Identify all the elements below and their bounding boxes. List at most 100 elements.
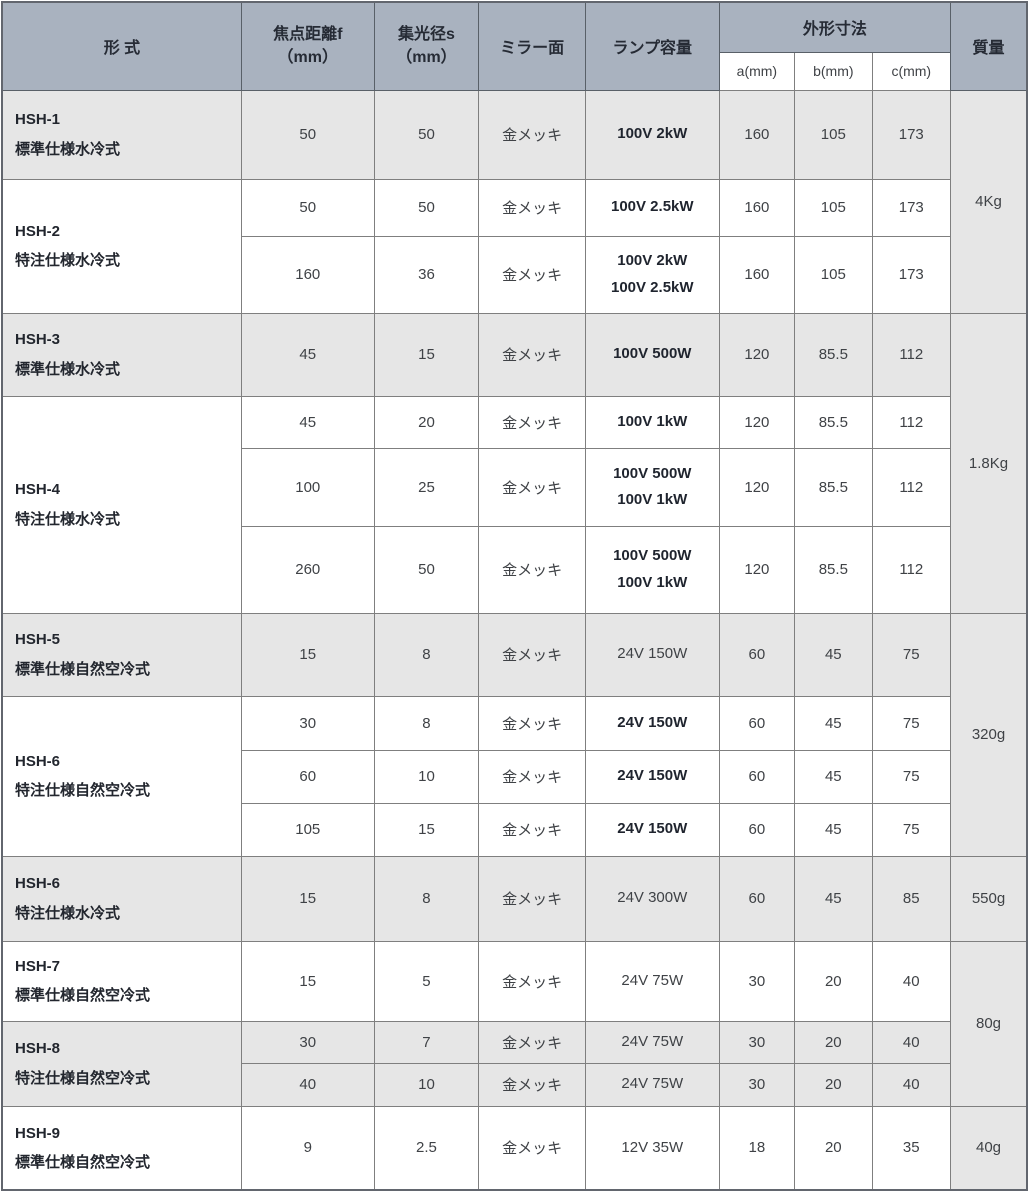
- header-mirror: ミラー面: [478, 1, 586, 91]
- model-type: 標準仕様自然空冷式: [15, 660, 151, 678]
- mirror-cell: 金メッキ: [478, 312, 586, 397]
- lamp-cell: 24V 150W: [584, 612, 720, 697]
- mass-cell: 1.8Kg: [950, 312, 1028, 614]
- dim-c-cell: 75: [871, 749, 952, 804]
- dim-a-cell: 120: [718, 312, 796, 397]
- table-row: HSH-6 特注仕様自然空冷式 30 8 金メッキ 24V 150W 60 45 …: [1, 695, 1027, 857]
- model-type: 標準仕様自然空冷式: [15, 1153, 151, 1171]
- mirror-cell: 金メッキ: [478, 1020, 586, 1064]
- lamp-cell: 24V 300W: [584, 855, 720, 942]
- lamp-line2: 100V 2.5kW: [610, 278, 694, 296]
- dim-a-cell: 30: [718, 1062, 796, 1107]
- lamp-line1: 24V 75W: [621, 1075, 684, 1093]
- dim-a-cell: 120: [718, 395, 796, 449]
- dim-a-cell: 60: [718, 749, 796, 804]
- dim-c-cell: 40: [871, 1020, 952, 1064]
- lamp-cell: 24V 150W: [584, 749, 720, 804]
- dim-b-cell: 105: [794, 89, 873, 180]
- model-type: 特注仕様自然空冷式: [15, 782, 151, 799]
- model-cell: HSH-1 標準仕様水冷式: [1, 89, 242, 180]
- model-type: 標準仕様水冷式: [15, 360, 121, 378]
- mirror-cell: 金メッキ: [478, 1062, 586, 1107]
- dim-a-cell: 18: [718, 1105, 796, 1191]
- lamp-cell: 24V 150W: [584, 802, 720, 857]
- dim-c-cell: 75: [871, 695, 952, 751]
- dim-b-cell: 20: [794, 1105, 873, 1191]
- spot-cell: 5: [373, 940, 480, 1022]
- dim-c-cell: 40: [871, 940, 952, 1022]
- dim-c-cell: 173: [871, 89, 952, 180]
- lamp-line1: 24V 75W: [621, 1032, 684, 1050]
- lamp-cell: 100V 500W 100V 1kW: [584, 447, 720, 527]
- table-row: 40 10 金メッキ 24V 75W 30 20 40: [2, 1062, 1027, 1107]
- dim-a-cell: 30: [718, 1020, 796, 1064]
- table-row: HSH-3 標準仕様水冷式 45 15 金メッキ 100V 500W 120 85…: [1, 312, 1028, 614]
- dim-b-cell: 45: [794, 749, 873, 804]
- focal-cell: 30: [240, 1020, 375, 1064]
- model-cell: HSH-9 標準仕様自然空冷式: [1, 1105, 242, 1191]
- focal-cell: 40: [240, 1062, 375, 1107]
- model-name: HSH-6: [15, 752, 61, 770]
- spot-cell: 25: [373, 447, 480, 527]
- dim-c-cell: 112: [871, 312, 952, 397]
- focal-cell: 9: [240, 1105, 375, 1191]
- spot-cell: 8: [373, 855, 480, 942]
- mass-cell: 4Kg: [950, 89, 1028, 314]
- spot-cell: 20: [373, 395, 480, 449]
- mass-cell: 80g: [950, 940, 1028, 1107]
- spot-cell: 2.5: [373, 1105, 480, 1191]
- lamp-line1: 24V 150W: [617, 713, 688, 731]
- lamp-line1: 100V 500W: [613, 547, 692, 565]
- mirror-cell: 金メッキ: [478, 525, 586, 614]
- header-dim-a: a(mm): [718, 51, 796, 91]
- table-row: HSH-8 特注仕様自然空冷式 30 7 金メッキ 24V 75W 30 20 4…: [1, 1020, 1027, 1107]
- dim-b-cell: 20: [794, 1020, 873, 1064]
- dim-a-cell: 160: [718, 235, 796, 314]
- spot-cell: 36: [373, 235, 480, 314]
- model-cell: HSH-8 特注仕様自然空冷式: [1, 1020, 242, 1107]
- model-type: 特注仕様水冷式: [15, 252, 121, 269]
- lamp-cell: 24V 150W: [584, 695, 720, 751]
- focal-cell: 50: [240, 178, 375, 237]
- dim-b-cell: 85.5: [794, 395, 873, 449]
- model-name: HSH-7: [15, 957, 61, 975]
- dim-a-cell: 60: [718, 802, 796, 857]
- focal-cell: 60: [240, 749, 375, 804]
- focal-cell: 50: [240, 89, 375, 180]
- dim-c-cell: 40: [871, 1062, 952, 1107]
- lamp-line1: 100V 500W: [613, 345, 692, 363]
- model-name: HSH-6: [15, 875, 61, 893]
- model-name: HSH-3: [15, 331, 61, 349]
- lamp-cell: 100V 2kW: [584, 89, 720, 180]
- spot-cell: 10: [373, 1062, 480, 1107]
- model-type: 標準仕様自然空冷式: [15, 987, 151, 1004]
- lamp-line1: 24V 75W: [621, 971, 684, 989]
- lamp-line1: 24V 150W: [617, 767, 688, 785]
- focal-cell: 45: [240, 395, 375, 449]
- focal-cell: 160: [240, 235, 375, 314]
- table-row: 105 15 金メッキ 24V 150W 60 45 75: [2, 802, 1027, 857]
- mirror-cell: 金メッキ: [478, 749, 586, 804]
- focal-cell: 30: [240, 695, 375, 751]
- header-mass: 質量: [950, 1, 1028, 91]
- model-cell: HSH-2 特注仕様水冷式: [1, 178, 242, 314]
- mirror-cell: 金メッキ: [478, 940, 586, 1022]
- spot-cell: 7: [373, 1020, 480, 1064]
- mirror-cell: 金メッキ: [478, 855, 586, 942]
- table-row: HSH-6 特注仕様水冷式 15 8 金メッキ 24V 300W 60 45 85…: [1, 855, 1028, 942]
- dim-a-cell: 30: [718, 940, 796, 1022]
- lamp-cell: 24V 75W: [584, 1062, 720, 1107]
- focal-cell: 105: [240, 802, 375, 857]
- mirror-cell: 金メッキ: [478, 695, 586, 751]
- dim-c-cell: 173: [871, 178, 952, 237]
- table-row: HSH-1 標準仕様水冷式 50 50 金メッキ 100V 2kW 160 105…: [1, 89, 1028, 314]
- focal-cell: 15: [240, 940, 375, 1022]
- table-row: HSH-2 特注仕様水冷式 50 50 金メッキ 100V 2.5kW 160 1…: [1, 178, 1027, 314]
- focal-cell: 260: [240, 525, 375, 614]
- model-cell: HSH-4 特注仕様水冷式: [1, 395, 242, 614]
- dim-a-cell: 160: [718, 178, 796, 237]
- lamp-cell: 100V 2.5kW: [584, 178, 720, 237]
- dim-b-cell: 45: [794, 855, 873, 942]
